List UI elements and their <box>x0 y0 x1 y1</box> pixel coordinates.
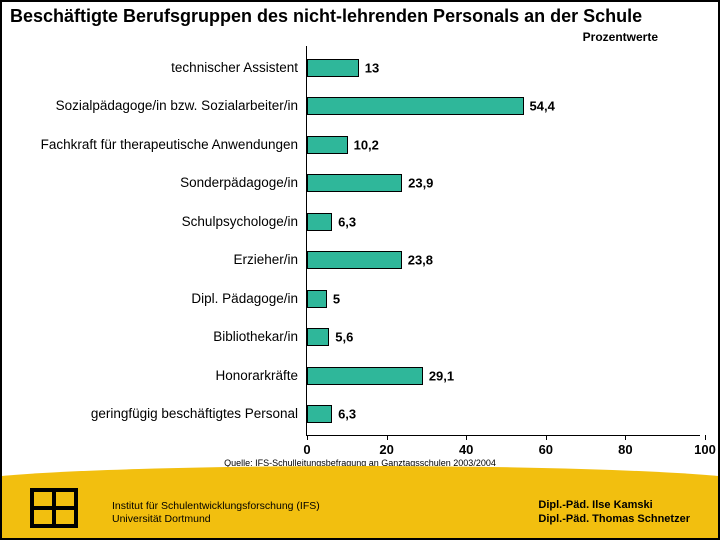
category-label: Fachkraft für therapeutische Anwendungen <box>2 138 298 152</box>
bar-value: 54,4 <box>530 99 555 114</box>
bar-value: 5 <box>333 291 340 306</box>
institute-line2: Universität Dortmund <box>112 513 320 526</box>
ifs-logo <box>30 488 78 528</box>
x-tick-label: 40 <box>459 442 473 457</box>
authors: Dipl.-Päd. Ilse Kamski Dipl.-Päd. Thomas… <box>538 498 690 526</box>
category-label: Erzieher/in <box>2 253 298 267</box>
bar <box>307 367 423 385</box>
bar-value: 5,6 <box>335 330 353 345</box>
bar-value: 6,3 <box>338 407 356 422</box>
institute-line1: Institut für Schulentwicklungsforschung … <box>112 500 320 513</box>
footer-band: Institut für Schulentwicklungsforschung … <box>2 482 718 538</box>
x-tick <box>705 435 706 440</box>
institute-text: Institut für Schulentwicklungsforschung … <box>112 500 320 526</box>
bar <box>307 213 332 231</box>
chart-area: technischer Assistent Sozialpädagoge/in b… <box>2 46 700 436</box>
category-label: Schulpsychologe/in <box>2 215 298 229</box>
bar-value: 6,3 <box>338 214 356 229</box>
x-tick-label: 60 <box>539 442 553 457</box>
bar <box>307 174 402 192</box>
slide-title: Beschäftigte Berufsgruppen des nicht-leh… <box>10 6 710 27</box>
y-axis-labels: technischer Assistent Sozialpädagoge/in b… <box>2 46 306 436</box>
bar <box>307 59 359 77</box>
bar <box>307 97 524 115</box>
bar <box>307 251 402 269</box>
category-label: Sonderpädagoge/in <box>2 176 298 190</box>
x-tick <box>466 435 467 440</box>
bar <box>307 136 348 154</box>
category-label: Honorarkräfte <box>2 369 298 383</box>
x-tick <box>625 435 626 440</box>
x-tick <box>307 435 308 440</box>
bar <box>307 290 327 308</box>
plot-area: 0204060801001354,410,223,96,323,855,629,… <box>306 46 700 436</box>
bar-value: 13 <box>365 61 379 76</box>
bar-value: 23,8 <box>408 253 433 268</box>
bar <box>307 405 332 423</box>
category-label: Bibliothekar/in <box>2 330 298 344</box>
bar-value: 29,1 <box>429 368 454 383</box>
x-tick-label: 0 <box>303 442 310 457</box>
x-tick-label: 20 <box>379 442 393 457</box>
axis-title: Prozentwerte <box>583 30 658 44</box>
x-tick-label: 100 <box>694 442 716 457</box>
footer-curve <box>2 466 718 482</box>
category-label: Sozialpädagoge/in bzw. Sozialarbeiter/in <box>2 99 298 113</box>
author-2: Dipl.-Päd. Thomas Schnetzer <box>538 512 690 526</box>
author-1: Dipl.-Päd. Ilse Kamski <box>538 498 690 512</box>
category-label: technischer Assistent <box>2 61 298 75</box>
slide: Beschäftigte Berufsgruppen des nicht-leh… <box>0 0 720 540</box>
x-tick <box>387 435 388 440</box>
category-label: geringfügig beschäftigtes Personal <box>2 407 298 421</box>
bar <box>307 328 329 346</box>
x-tick <box>546 435 547 440</box>
category-label: Dipl. Pädagoge/in <box>2 292 298 306</box>
x-tick-label: 80 <box>618 442 632 457</box>
bar-value: 10,2 <box>354 137 379 152</box>
bar-value: 23,9 <box>408 176 433 191</box>
